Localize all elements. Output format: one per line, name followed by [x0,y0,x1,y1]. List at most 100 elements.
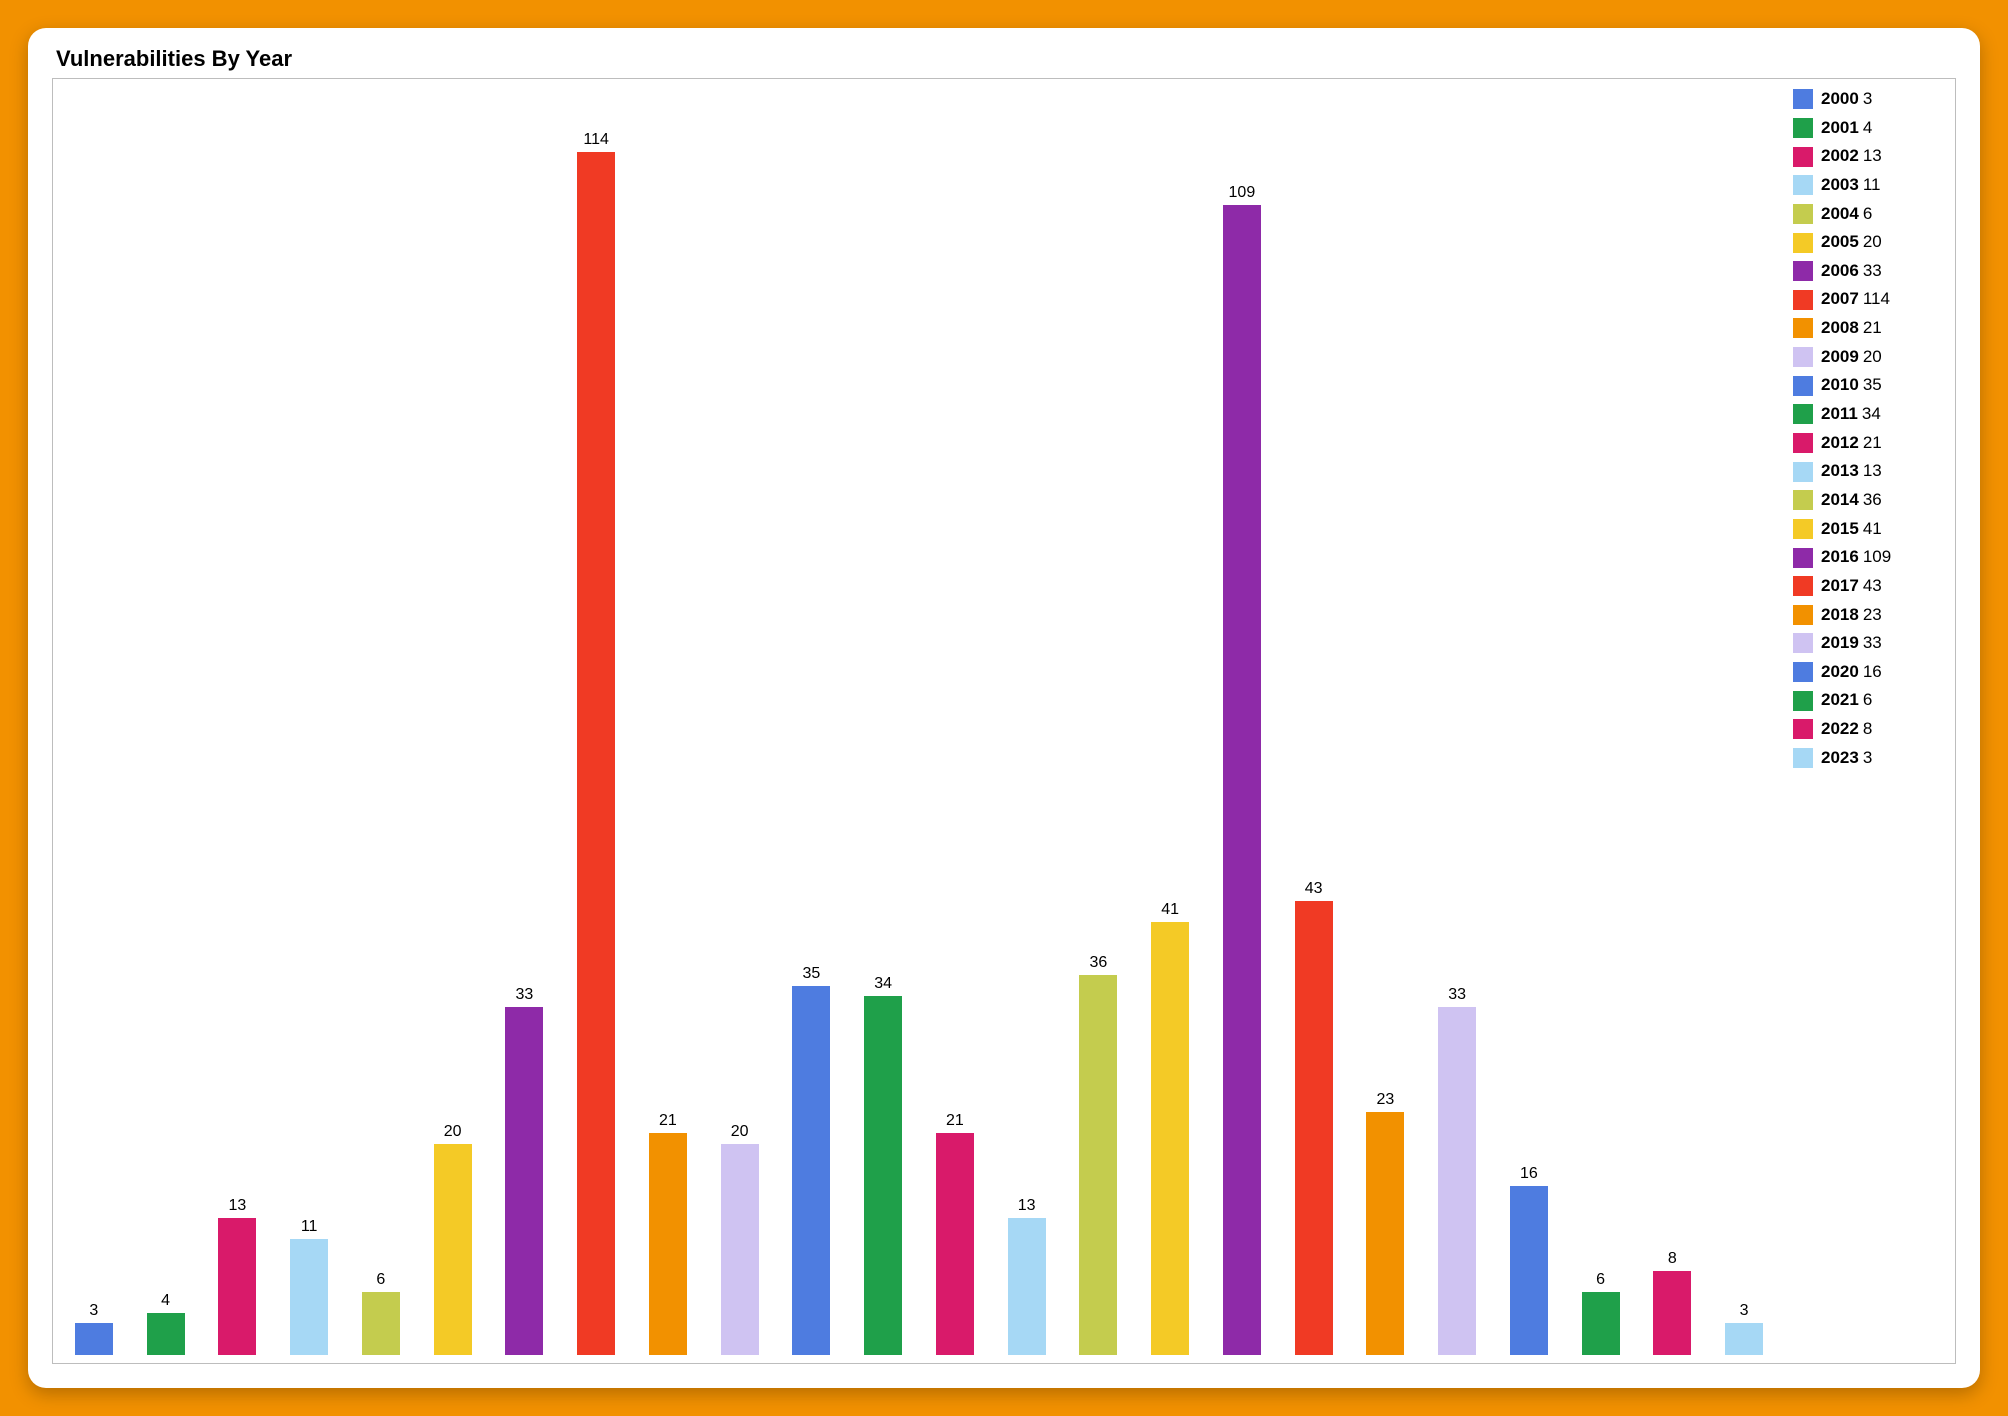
legend-year: 2023 [1821,748,1859,767]
bar [1008,1218,1046,1355]
legend-value: 41 [1863,519,1882,538]
legend-item-2022: 20228 [1793,717,1945,742]
legend-year: 2007 [1821,289,1859,308]
legend-year: 2013 [1821,461,1859,480]
legend-text: 2007114 [1821,287,1890,312]
legend-value: 13 [1863,461,1882,480]
bar-2002: 13 [207,89,269,1355]
bar-value-label: 3 [1740,1303,1749,1319]
bar [290,1239,328,1355]
legend-swatch [1793,662,1813,682]
legend-value: 4 [1863,118,1872,137]
legend-item-2014: 201436 [1793,488,1945,513]
bar [1653,1271,1691,1355]
legend-swatch [1793,748,1813,768]
bar [1079,975,1117,1355]
bar-2020: 16 [1498,89,1560,1355]
chart-frame: 3413116203311421203534211336411094323331… [52,78,1956,1364]
legend-year: 2016 [1821,547,1859,566]
legend-item-2007: 2007114 [1793,287,1945,312]
legend-text: 201933 [1821,631,1882,656]
bar-value-label: 23 [1376,1092,1394,1108]
bar-value-label: 13 [228,1198,246,1214]
bar-2003: 11 [278,89,340,1355]
bar-value-label: 33 [515,987,533,1003]
legend-value: 33 [1863,261,1882,280]
bar [505,1007,543,1355]
legend-text: 201035 [1821,373,1882,398]
bar-value-label: 114 [583,132,609,148]
bar-2023: 3 [1713,89,1775,1355]
legend-item-2015: 201541 [1793,517,1945,542]
legend-text: 20046 [1821,202,1872,227]
bar-2021: 6 [1570,89,1632,1355]
legend-swatch [1793,147,1813,167]
bar-2008: 21 [637,89,699,1355]
legend-value: 16 [1863,662,1882,681]
bar-value-label: 6 [376,1272,385,1288]
bar [147,1313,185,1355]
bar-2012: 21 [924,89,986,1355]
bar-value-label: 21 [659,1113,677,1129]
bar [1295,901,1333,1355]
legend-item-2020: 202016 [1793,660,1945,685]
legend-swatch [1793,89,1813,109]
legend-text: 20216 [1821,688,1872,713]
legend-swatch [1793,404,1813,424]
bar-2011: 34 [852,89,914,1355]
legend-item-2012: 201221 [1793,431,1945,456]
legend-year: 2005 [1821,232,1859,251]
bar [649,1133,687,1355]
bar-value-label: 3 [89,1303,98,1319]
legend-swatch [1793,548,1813,568]
legend-item-2006: 200633 [1793,259,1945,284]
legend-text: 201313 [1821,459,1882,484]
bar-value-label: 4 [161,1293,170,1309]
legend-year: 2006 [1821,261,1859,280]
legend-value: 3 [1863,748,1872,767]
bar-value-label: 34 [874,976,892,992]
legend-swatch [1793,261,1813,281]
legend-year: 2009 [1821,347,1859,366]
bar-2015: 41 [1139,89,1201,1355]
legend-swatch [1793,576,1813,596]
legend-value: 21 [1863,433,1882,452]
legend-year: 2017 [1821,576,1859,595]
legend-item-2003: 200311 [1793,173,1945,198]
bar-2006: 33 [494,89,556,1355]
bar [1151,922,1189,1355]
legend-year: 2021 [1821,690,1859,709]
bar-2001: 4 [135,89,197,1355]
legend-year: 2010 [1821,375,1859,394]
legend-text: 201541 [1821,517,1882,542]
bar-2000: 3 [63,89,125,1355]
legend-text: 201743 [1821,574,1882,599]
legend-year: 2002 [1821,146,1859,165]
legend-year: 2003 [1821,175,1859,194]
bar-2004: 6 [350,89,412,1355]
legend-year: 2018 [1821,605,1859,624]
legend-item-2009: 200920 [1793,345,1945,370]
legend-swatch [1793,490,1813,510]
legend-year: 2001 [1821,118,1859,137]
legend-text: 200520 [1821,230,1882,255]
legend-value: 33 [1863,633,1882,652]
legend-value: 23 [1863,605,1882,624]
legend-year: 2015 [1821,519,1859,538]
bar [1582,1292,1620,1355]
legend-swatch [1793,347,1813,367]
legend-text: 202016 [1821,660,1882,685]
legend-swatch [1793,175,1813,195]
bar-value-label: 36 [1089,955,1107,971]
legend-swatch [1793,376,1813,396]
legend-year: 2004 [1821,204,1859,223]
legend-swatch [1793,719,1813,739]
bar [721,1144,759,1355]
legend-value: 11 [1863,175,1881,194]
legend-item-2005: 200520 [1793,230,1945,255]
bar-2013: 13 [996,89,1058,1355]
bar [577,152,615,1355]
bar-value-label: 13 [1018,1198,1036,1214]
legend-value: 34 [1862,404,1881,423]
bar-2007: 114 [565,89,627,1355]
